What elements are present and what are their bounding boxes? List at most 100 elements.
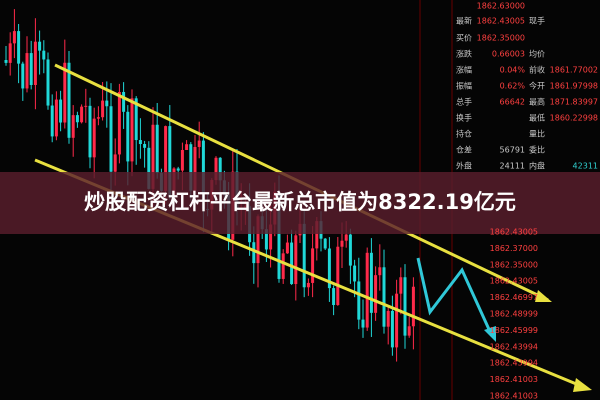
trade-price: 1862.46997	[490, 293, 538, 302]
candle-body	[281, 253, 285, 279]
candle-body	[176, 168, 180, 171]
candle-body	[411, 286, 415, 327]
candle-body	[294, 235, 298, 285]
candle-body	[378, 267, 382, 276]
candle-body	[151, 124, 155, 189]
candle-body	[395, 293, 399, 348]
candle-body	[109, 106, 113, 172]
quote-value: 1861.77002	[550, 66, 598, 75]
quote-label: 涨跌	[456, 49, 472, 59]
candle-body	[134, 98, 138, 141]
arrow-head	[484, 326, 496, 342]
candle-body	[252, 242, 256, 264]
candle-body	[344, 234, 348, 241]
candle-body	[84, 105, 88, 107]
candle-body	[403, 277, 407, 336]
quote-value: 24111	[500, 162, 525, 171]
trade-price: 1862.43994	[490, 342, 538, 351]
quote-label: 现手	[529, 16, 545, 26]
candle-body	[8, 43, 12, 63]
quote-label: 振幅	[456, 81, 472, 91]
candle-body	[327, 248, 331, 289]
candle-body	[193, 146, 197, 191]
candle-body	[390, 310, 394, 348]
candle-body	[386, 310, 390, 327]
headline-band	[0, 172, 600, 234]
trade-price: 1862.37000	[490, 244, 538, 253]
candle-body	[54, 99, 58, 137]
quote-label: 买价	[456, 34, 472, 43]
quote-label: 最新	[456, 16, 472, 26]
candle-body	[180, 150, 184, 171]
candle-body	[138, 140, 142, 145]
candle-body	[29, 53, 33, 85]
candle-body	[218, 157, 222, 181]
candle-body	[315, 221, 319, 249]
candle-body	[96, 117, 100, 119]
trade-price: 1862.43005	[490, 277, 538, 286]
candle-body	[185, 144, 189, 151]
candle-body	[311, 248, 315, 283]
candle-body	[361, 319, 365, 328]
candle-body	[147, 147, 151, 189]
candle-body	[365, 252, 369, 328]
candle-body	[399, 277, 403, 294]
candle-body	[164, 126, 168, 191]
candle-body	[302, 223, 306, 288]
candle-body	[113, 154, 117, 172]
candle-body	[46, 59, 50, 106]
headline: 炒股配资杠杆平台最新总市值为8322.19亿元	[84, 190, 516, 214]
candle-body	[117, 91, 121, 155]
quote-label: 仓差	[456, 145, 472, 155]
trade-price: 1862.43005	[490, 228, 538, 237]
candle-body	[285, 242, 289, 254]
candle-body	[214, 157, 218, 181]
quote-value: 0.04%	[500, 66, 526, 75]
quote-value: 1862.35000	[477, 34, 525, 43]
candle-body	[332, 288, 336, 306]
quote-label: 今开	[529, 81, 545, 91]
candle-body	[357, 281, 361, 320]
candle-body	[25, 53, 29, 89]
candle-body	[88, 105, 92, 158]
candle-body	[323, 238, 327, 249]
candle-body	[264, 229, 268, 250]
candle-body	[290, 242, 294, 285]
quote-label: 外盘	[456, 161, 472, 171]
candle-body	[382, 267, 386, 327]
candle-body	[75, 115, 79, 123]
candle-body	[340, 240, 344, 247]
candle-body	[348, 234, 352, 266]
quote-label: 持仓	[456, 129, 472, 139]
trade-price: 1862.45999	[490, 326, 538, 335]
quote-label: 前收	[529, 65, 545, 75]
quote-value: 1861.97998	[550, 82, 598, 91]
candle-body	[168, 126, 172, 197]
quote-label: 内盘	[529, 161, 545, 171]
quote-label: 涨幅	[456, 65, 472, 75]
candle-body	[306, 282, 310, 288]
candle-body	[12, 31, 16, 44]
candle-body	[126, 111, 130, 162]
candle-body	[71, 115, 75, 138]
quote-label: 换手	[456, 113, 472, 123]
quote-value: 1860.22998	[550, 114, 598, 123]
trade-price: 1862.48999	[490, 310, 538, 319]
candle-body	[189, 144, 193, 191]
arrow-head	[535, 290, 552, 302]
zigzag-arrow	[416, 257, 494, 337]
trade-price: 1862.41003	[490, 392, 538, 400]
candle-body	[122, 91, 126, 112]
candle-body	[407, 326, 411, 336]
candle-body	[17, 31, 21, 64]
trade-price: 1862.41003	[490, 375, 538, 384]
candle-body	[50, 105, 54, 137]
candle-body	[130, 98, 134, 162]
candle-body	[80, 106, 84, 123]
quote-label: 委比	[529, 145, 545, 155]
candle-body	[67, 62, 71, 138]
candle-body	[353, 265, 357, 282]
quote-value: 0.66003	[492, 50, 525, 59]
candle-body	[277, 191, 281, 279]
candle-body	[92, 118, 96, 158]
